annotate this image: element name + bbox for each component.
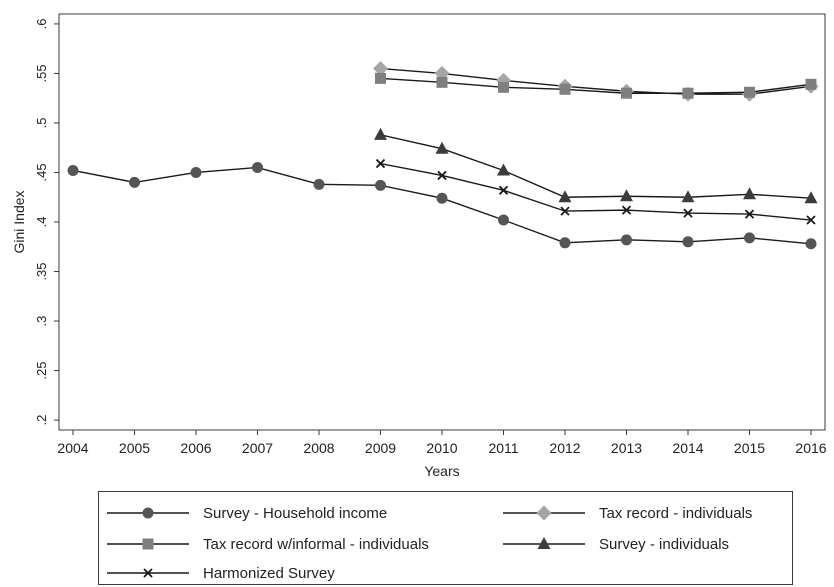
data-point-triangle <box>804 191 818 204</box>
data-point-circle <box>498 214 509 226</box>
legend-label: Survey - individuals <box>599 535 730 553</box>
y-tick-label: .6 <box>34 18 49 29</box>
data-point-square <box>682 87 694 99</box>
data-point-triangle <box>743 187 756 200</box>
series <box>375 72 817 99</box>
data-point-triangle <box>374 127 387 140</box>
data-point-triangle <box>497 163 510 176</box>
data-point-square <box>436 76 448 88</box>
data-point-circle <box>142 507 154 519</box>
x-tick-label: 2015 <box>734 440 765 456</box>
x-tick-label: 2013 <box>611 440 642 456</box>
legend-sample-circle <box>107 507 189 519</box>
series-line <box>380 67 812 95</box>
legend-item-survey-household: Survey - Household income <box>105 502 387 524</box>
data-point-triangle <box>681 190 695 203</box>
legend-sample-x <box>107 568 189 578</box>
series-line <box>380 134 812 199</box>
data-point-circle <box>682 236 694 248</box>
data-point-circle <box>375 179 386 191</box>
data-point-triangle <box>558 190 572 203</box>
x-tick-label: 2009 <box>365 440 396 456</box>
x-tick-label: 2014 <box>672 440 703 456</box>
y-tick-label: .3 <box>34 316 49 327</box>
data-point-circle <box>190 166 202 178</box>
data-point-square <box>498 81 509 93</box>
data-point-square <box>805 78 817 90</box>
series <box>375 158 816 225</box>
gini-line-chart: .2.25.3.35.4.45.5.55.6 2004 2005 2006 2007 2… <box>11 13 827 479</box>
data-point-x <box>744 209 755 219</box>
series-line <box>380 162 812 221</box>
data-point-x <box>437 170 447 181</box>
data-point-x <box>375 158 386 169</box>
y-tick-label: .55 <box>34 64 49 82</box>
data-point-square <box>744 86 755 98</box>
legend: Survey - Household income Tax record - i… <box>98 491 793 585</box>
x-tick-label: 2008 <box>303 440 334 456</box>
data-point-triangle <box>620 189 633 202</box>
legend-item-survey-individuals: Survey - individuals <box>501 533 729 555</box>
data-point-x <box>806 215 816 225</box>
x-tick-label: 2006 <box>180 440 211 456</box>
legend-item-tax-record: Tax record - individuals <box>501 502 752 524</box>
x-tick-label: 2010 <box>426 440 457 456</box>
data-point-circle <box>313 178 325 190</box>
y-tick-label: .4 <box>34 217 49 228</box>
series <box>67 162 817 250</box>
x-tick-label: 2004 <box>57 440 88 456</box>
legend-label: Tax record - individuals <box>599 504 753 522</box>
data-point-triangle <box>537 537 551 549</box>
legend-item-harmonized-survey: Harmonized Survey <box>105 562 335 584</box>
legend-sample-triangle <box>503 537 585 549</box>
y-axis: .2 .25 .3 .35 .4 .45 .5 .55 .6 <box>34 18 59 426</box>
data-point-circle <box>436 192 448 204</box>
legend-sample-diamond <box>503 505 585 521</box>
legend-label: Tax record w/informal - individuals <box>203 535 429 553</box>
x-axis-label: Years <box>424 463 459 479</box>
data-point-circle <box>67 164 79 176</box>
x-tick-label: 2011 <box>488 440 518 456</box>
y-tick-label: .5 <box>34 118 49 129</box>
data-point-x <box>683 208 693 218</box>
data-point-circle <box>252 162 263 174</box>
x-tick-label: 2007 <box>242 440 273 456</box>
data-point-square <box>621 87 632 99</box>
data-point-square <box>559 83 571 95</box>
data-point-circle <box>744 232 755 244</box>
data-point-diamond <box>536 505 552 521</box>
series-line <box>380 77 812 94</box>
series <box>374 127 818 204</box>
data-point-diamond <box>373 60 388 76</box>
legend-item-tax-record-informal: Tax record w/informal - individuals <box>105 533 429 555</box>
data-point-square <box>375 72 386 84</box>
x-tick-label: 2005 <box>119 440 150 456</box>
data-point-x <box>560 206 570 216</box>
y-tick-label: .2 <box>34 415 49 426</box>
data-point-triangle <box>435 141 449 154</box>
data-point-circle <box>621 234 632 246</box>
y-tick-label: .35 <box>34 262 49 280</box>
data-point-x <box>498 185 509 195</box>
data-point-x <box>143 568 153 578</box>
x-axis: 2004 2005 2006 2007 2008 2009 2010 2011 2012 2013… <box>57 430 827 456</box>
data-point-circle <box>559 237 571 249</box>
legend-sample-square <box>107 538 189 550</box>
series-layer <box>67 60 819 250</box>
y-tick-label: .25 <box>34 362 49 380</box>
legend-label: Harmonized Survey <box>203 564 335 582</box>
y-axis-label: Gini Index <box>11 190 27 253</box>
data-point-circle <box>129 176 140 188</box>
data-point-circle <box>805 238 817 250</box>
data-point-square <box>142 538 154 550</box>
y-tick-label: .45 <box>34 163 49 181</box>
data-point-x <box>621 205 632 215</box>
legend-label: Survey - Household income <box>203 504 388 522</box>
x-tick-label: 2016 <box>795 440 826 456</box>
x-tick-label: 2012 <box>549 440 580 456</box>
